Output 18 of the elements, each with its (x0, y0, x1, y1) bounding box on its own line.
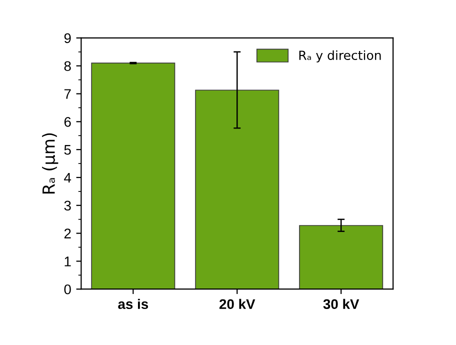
x-tick-label: 20 kV (219, 298, 256, 310)
x-tick-label: as is (118, 298, 148, 310)
bar (91, 62, 176, 290)
y-tick-label: 6 (64, 117, 71, 127)
y-tick-label: 7 (64, 89, 71, 99)
y-tick-label: 3 (64, 200, 71, 211)
x-tick-label: 30 kV (323, 298, 360, 310)
y-tick-label: 2 (64, 228, 71, 238)
y-tick-label: 4 (64, 172, 72, 183)
legend-label: Rₐ y direction (299, 50, 381, 62)
bar (299, 225, 384, 290)
y-tick-label: 0 (64, 284, 71, 294)
y-tick-label: 1 (64, 256, 71, 266)
y-tick-label: 9 (64, 33, 71, 44)
bar (195, 90, 280, 290)
y-axis-title: Rₐ (μm) (42, 133, 58, 194)
y-tick-label: 5 (64, 145, 71, 155)
y-tick-label: 8 (64, 61, 71, 72)
